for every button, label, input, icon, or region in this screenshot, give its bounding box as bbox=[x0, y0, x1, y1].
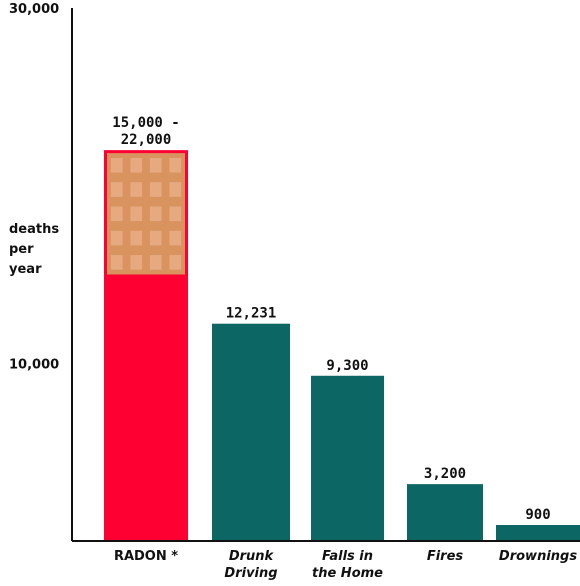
y-axis-title-line: year bbox=[9, 262, 42, 277]
radon-range-cell bbox=[169, 182, 182, 197]
category-labels: RADON * Drunk Driving Falls in the Home Fires… bbox=[114, 549, 577, 581]
radon-range-cell bbox=[110, 206, 123, 222]
radon-range-cell bbox=[149, 230, 162, 246]
bar bbox=[407, 484, 483, 541]
bar-value-label: 12,231 bbox=[226, 306, 277, 322]
radon-range-cell bbox=[110, 230, 123, 246]
radon-range-cell bbox=[130, 157, 143, 173]
data-labels: 15,000 -22,000 12,231 9,300 3,200 900 bbox=[112, 115, 550, 523]
y-axis-title-line: deaths bbox=[9, 222, 59, 237]
radon-range-cell bbox=[130, 255, 143, 270]
category-label: Falls in bbox=[322, 549, 373, 564]
radon-range-cell bbox=[149, 157, 162, 173]
category-label: Fires bbox=[427, 549, 464, 564]
y-tick-label: 30,000 bbox=[9, 2, 59, 17]
bar-value-label: 22,000 bbox=[121, 132, 172, 148]
bar-value-label: 9,300 bbox=[326, 358, 368, 374]
radon-range-cell bbox=[130, 230, 143, 246]
category-label: RADON * bbox=[114, 549, 178, 564]
category-label: the Home bbox=[312, 566, 383, 581]
y-tick-label: 10,000 bbox=[9, 357, 59, 372]
y-axis-title-line: per bbox=[9, 242, 34, 257]
radon-range-cell bbox=[169, 255, 182, 270]
y-axis-labels: 10,000 30,000 deaths per year bbox=[9, 2, 59, 372]
radon-range-cell bbox=[149, 206, 162, 222]
bar-value-label: 900 bbox=[525, 507, 550, 523]
radon-range-cell bbox=[169, 206, 182, 222]
radon-range-cell bbox=[149, 182, 162, 197]
bar-value-label: 3,200 bbox=[424, 466, 466, 482]
radon-range-cell bbox=[110, 182, 123, 197]
category-label: Driving bbox=[224, 566, 277, 581]
radon-range-cell bbox=[149, 255, 162, 270]
bars bbox=[104, 150, 580, 541]
radon-range-cell bbox=[110, 157, 123, 173]
category-label: Drownings bbox=[499, 549, 577, 564]
bar-value-label: 15,000 - bbox=[112, 115, 179, 131]
radon-range-cell bbox=[130, 206, 143, 222]
bar bbox=[212, 323, 290, 541]
radon-range-cell bbox=[169, 230, 182, 246]
radon-range-cell bbox=[169, 157, 182, 173]
bar bbox=[496, 525, 580, 541]
radon-range-cell bbox=[110, 255, 123, 270]
bar bbox=[311, 375, 384, 541]
category-label: Drunk bbox=[229, 549, 275, 564]
radon-range-cell bbox=[130, 182, 143, 197]
